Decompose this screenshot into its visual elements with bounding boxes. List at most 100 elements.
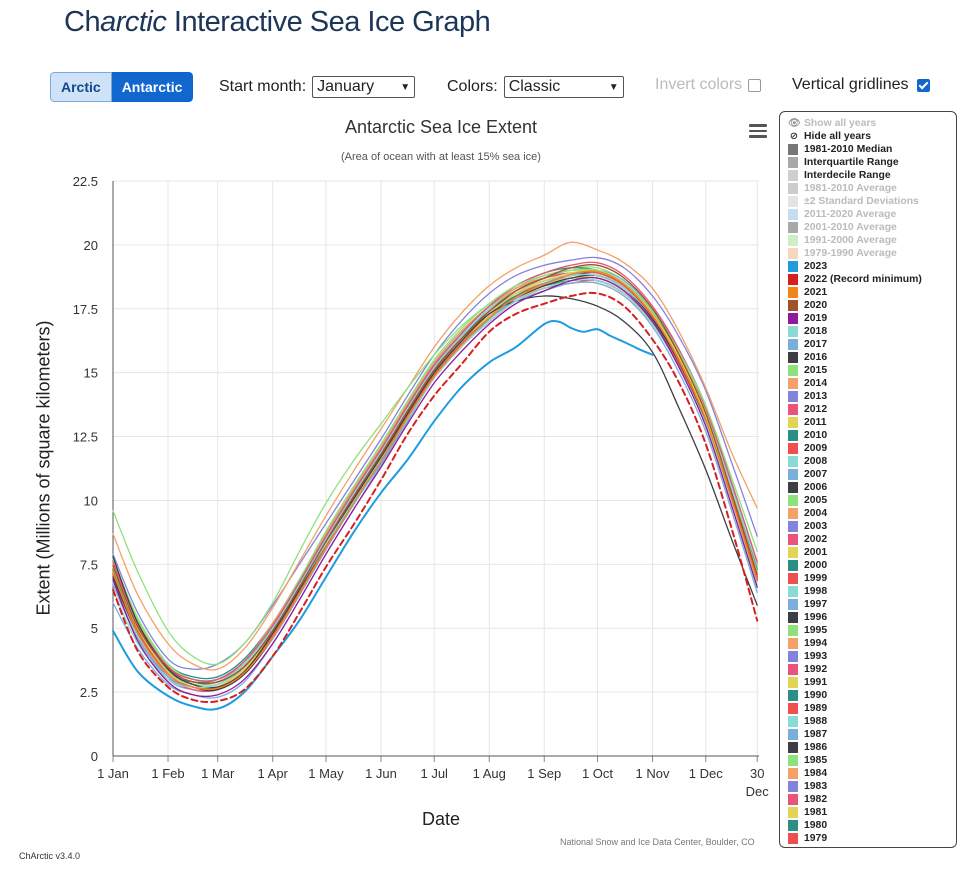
legend-item[interactable]: 2014	[788, 377, 956, 390]
legend-item[interactable]: 2022 (Record minimum)	[788, 273, 956, 286]
legend-swatch	[788, 586, 798, 597]
legend-swatch	[788, 378, 798, 389]
series-line-2023	[112, 319, 654, 711]
legend-swatch	[788, 768, 798, 779]
legend-item[interactable]: 1993	[788, 650, 956, 663]
invert-colors-label: Invert colors	[655, 76, 743, 93]
legend-item[interactable]: 1988	[788, 715, 956, 728]
legend-item[interactable]: 2001-2010 Average	[788, 221, 956, 234]
start-month-select[interactable]: January ▼	[312, 76, 416, 98]
legend-item[interactable]: 2007	[788, 468, 956, 481]
legend-item[interactable]: 2011	[788, 416, 956, 429]
legend-item[interactable]: 1987	[788, 728, 956, 741]
x-tick-label: 1 Apr	[258, 766, 289, 781]
legend-swatch	[788, 521, 798, 532]
legend-item[interactable]: Interdecile Range	[788, 169, 956, 182]
legend-item[interactable]: 1981-2010 Median	[788, 143, 956, 156]
legend-item[interactable]: 2020	[788, 299, 956, 312]
series-line-2015	[112, 268, 758, 666]
legend-item-label: 1981	[804, 807, 828, 818]
legend-item-label: 2008	[804, 456, 828, 467]
credit-text: National Snow and Ice Data Center, Bould…	[560, 837, 755, 847]
legend-swatch	[788, 651, 798, 662]
show-all-years-button[interactable]: 👁 Show all years	[788, 117, 956, 130]
legend-item[interactable]: 2000	[788, 559, 956, 572]
legend-item[interactable]: 2013	[788, 390, 956, 403]
legend-item[interactable]: Interquartile Range	[788, 156, 956, 169]
legend-item[interactable]: 2002	[788, 533, 956, 546]
legend-item[interactable]: 2023	[788, 260, 956, 273]
legend-item[interactable]: 2011-2020 Average	[788, 208, 956, 221]
legend-item[interactable]: 1990	[788, 689, 956, 702]
legend-swatch	[788, 664, 798, 675]
legend-item[interactable]: 2006	[788, 481, 956, 494]
legend-item-label: 1988	[804, 716, 828, 727]
legend-item[interactable]: ±2 Standard Deviations	[788, 195, 956, 208]
legend-item[interactable]: 1984	[788, 767, 956, 780]
legend-item-label: 1985	[804, 755, 828, 766]
legend-item[interactable]: 2009	[788, 442, 956, 455]
legend-item[interactable]: 1985	[788, 754, 956, 767]
vertical-gridlines-checkbox[interactable]	[916, 78, 930, 92]
legend-swatch	[788, 456, 798, 467]
legend-item[interactable]: 1991	[788, 676, 956, 689]
legend-item[interactable]: 2003	[788, 520, 956, 533]
legend-item[interactable]: 2017	[788, 338, 956, 351]
legend-item-label: Interdecile Range	[804, 170, 891, 181]
legend-item[interactable]: 1981	[788, 806, 956, 819]
invert-colors-checkbox[interactable]	[748, 78, 762, 92]
legend-item-label: 1979	[804, 833, 828, 844]
legend-item[interactable]: 2001	[788, 546, 956, 559]
legend-item[interactable]: 1998	[788, 585, 956, 598]
legend-item[interactable]: 1999	[788, 572, 956, 585]
arctic-button[interactable]: Arctic	[50, 72, 112, 102]
hide-all-years-button[interactable]: ⊘ Hide all years	[788, 130, 956, 143]
legend-item[interactable]: 2004	[788, 507, 956, 520]
legend-item[interactable]: 2005	[788, 494, 956, 507]
legend-item[interactable]: 1994	[788, 637, 956, 650]
legend-item-label: 2003	[804, 521, 828, 532]
legend-swatch	[788, 144, 798, 155]
colors-select[interactable]: Classic ▼	[503, 76, 624, 98]
legend-item[interactable]: 1983	[788, 780, 956, 793]
y-tick-label: 0	[91, 749, 98, 764]
legend-item[interactable]: 2018	[788, 325, 956, 338]
legend-item[interactable]: 1997	[788, 598, 956, 611]
legend-item[interactable]: 1979	[788, 832, 956, 845]
legend-item-label: 2015	[804, 365, 828, 376]
legend-swatch	[788, 417, 798, 428]
legend-item-label: 2010	[804, 430, 828, 441]
x-tick-label: 30	[750, 766, 764, 781]
eye-slash-icon: ⊘	[789, 131, 799, 142]
chart-menu-icon[interactable]	[749, 124, 767, 138]
legend-item[interactable]: 1989	[788, 702, 956, 715]
legend-item[interactable]: 2012	[788, 403, 956, 416]
legend-item[interactable]: 1982	[788, 793, 956, 806]
y-tick-label: 12.5	[73, 430, 98, 445]
legend-swatch	[788, 716, 798, 727]
legend-item[interactable]: 1996	[788, 611, 956, 624]
x-tick-label: 1 Jul	[420, 766, 448, 781]
legend-item[interactable]: 2021	[788, 286, 956, 299]
legend-item-label: 2001	[804, 547, 828, 558]
legend-item[interactable]: 2016	[788, 351, 956, 364]
legend-item[interactable]: 1995	[788, 624, 956, 637]
legend-swatch	[788, 339, 798, 350]
legend-item[interactable]: 1991-2000 Average	[788, 234, 956, 247]
legend-item[interactable]: 2008	[788, 455, 956, 468]
colors-value: Classic	[508, 78, 561, 95]
legend-item[interactable]: 1986	[788, 741, 956, 754]
legend-item[interactable]: 1979-1990 Average	[788, 247, 956, 260]
legend-item[interactable]: 2010	[788, 429, 956, 442]
legend-item[interactable]: 2019	[788, 312, 956, 325]
chart-subtitle: (Area of ocean with at least 15% sea ice…	[341, 151, 541, 163]
legend-item[interactable]: 1992	[788, 663, 956, 676]
legend-item[interactable]: 2015	[788, 364, 956, 377]
legend-item[interactable]: 1981-2010 Average	[788, 182, 956, 195]
legend-item[interactable]: 1980	[788, 819, 956, 832]
antarctic-button[interactable]: Antarctic	[111, 72, 194, 102]
y-tick-label: 22.5	[73, 174, 98, 189]
legend-swatch	[788, 157, 798, 168]
legend-item-label: Interquartile Range	[804, 157, 899, 168]
